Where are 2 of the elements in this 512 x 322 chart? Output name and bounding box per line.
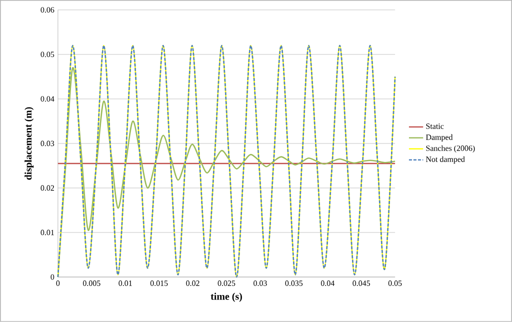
y-axis-title: displacement (m) xyxy=(24,107,34,180)
x-axis-title: time (s) xyxy=(210,292,242,302)
